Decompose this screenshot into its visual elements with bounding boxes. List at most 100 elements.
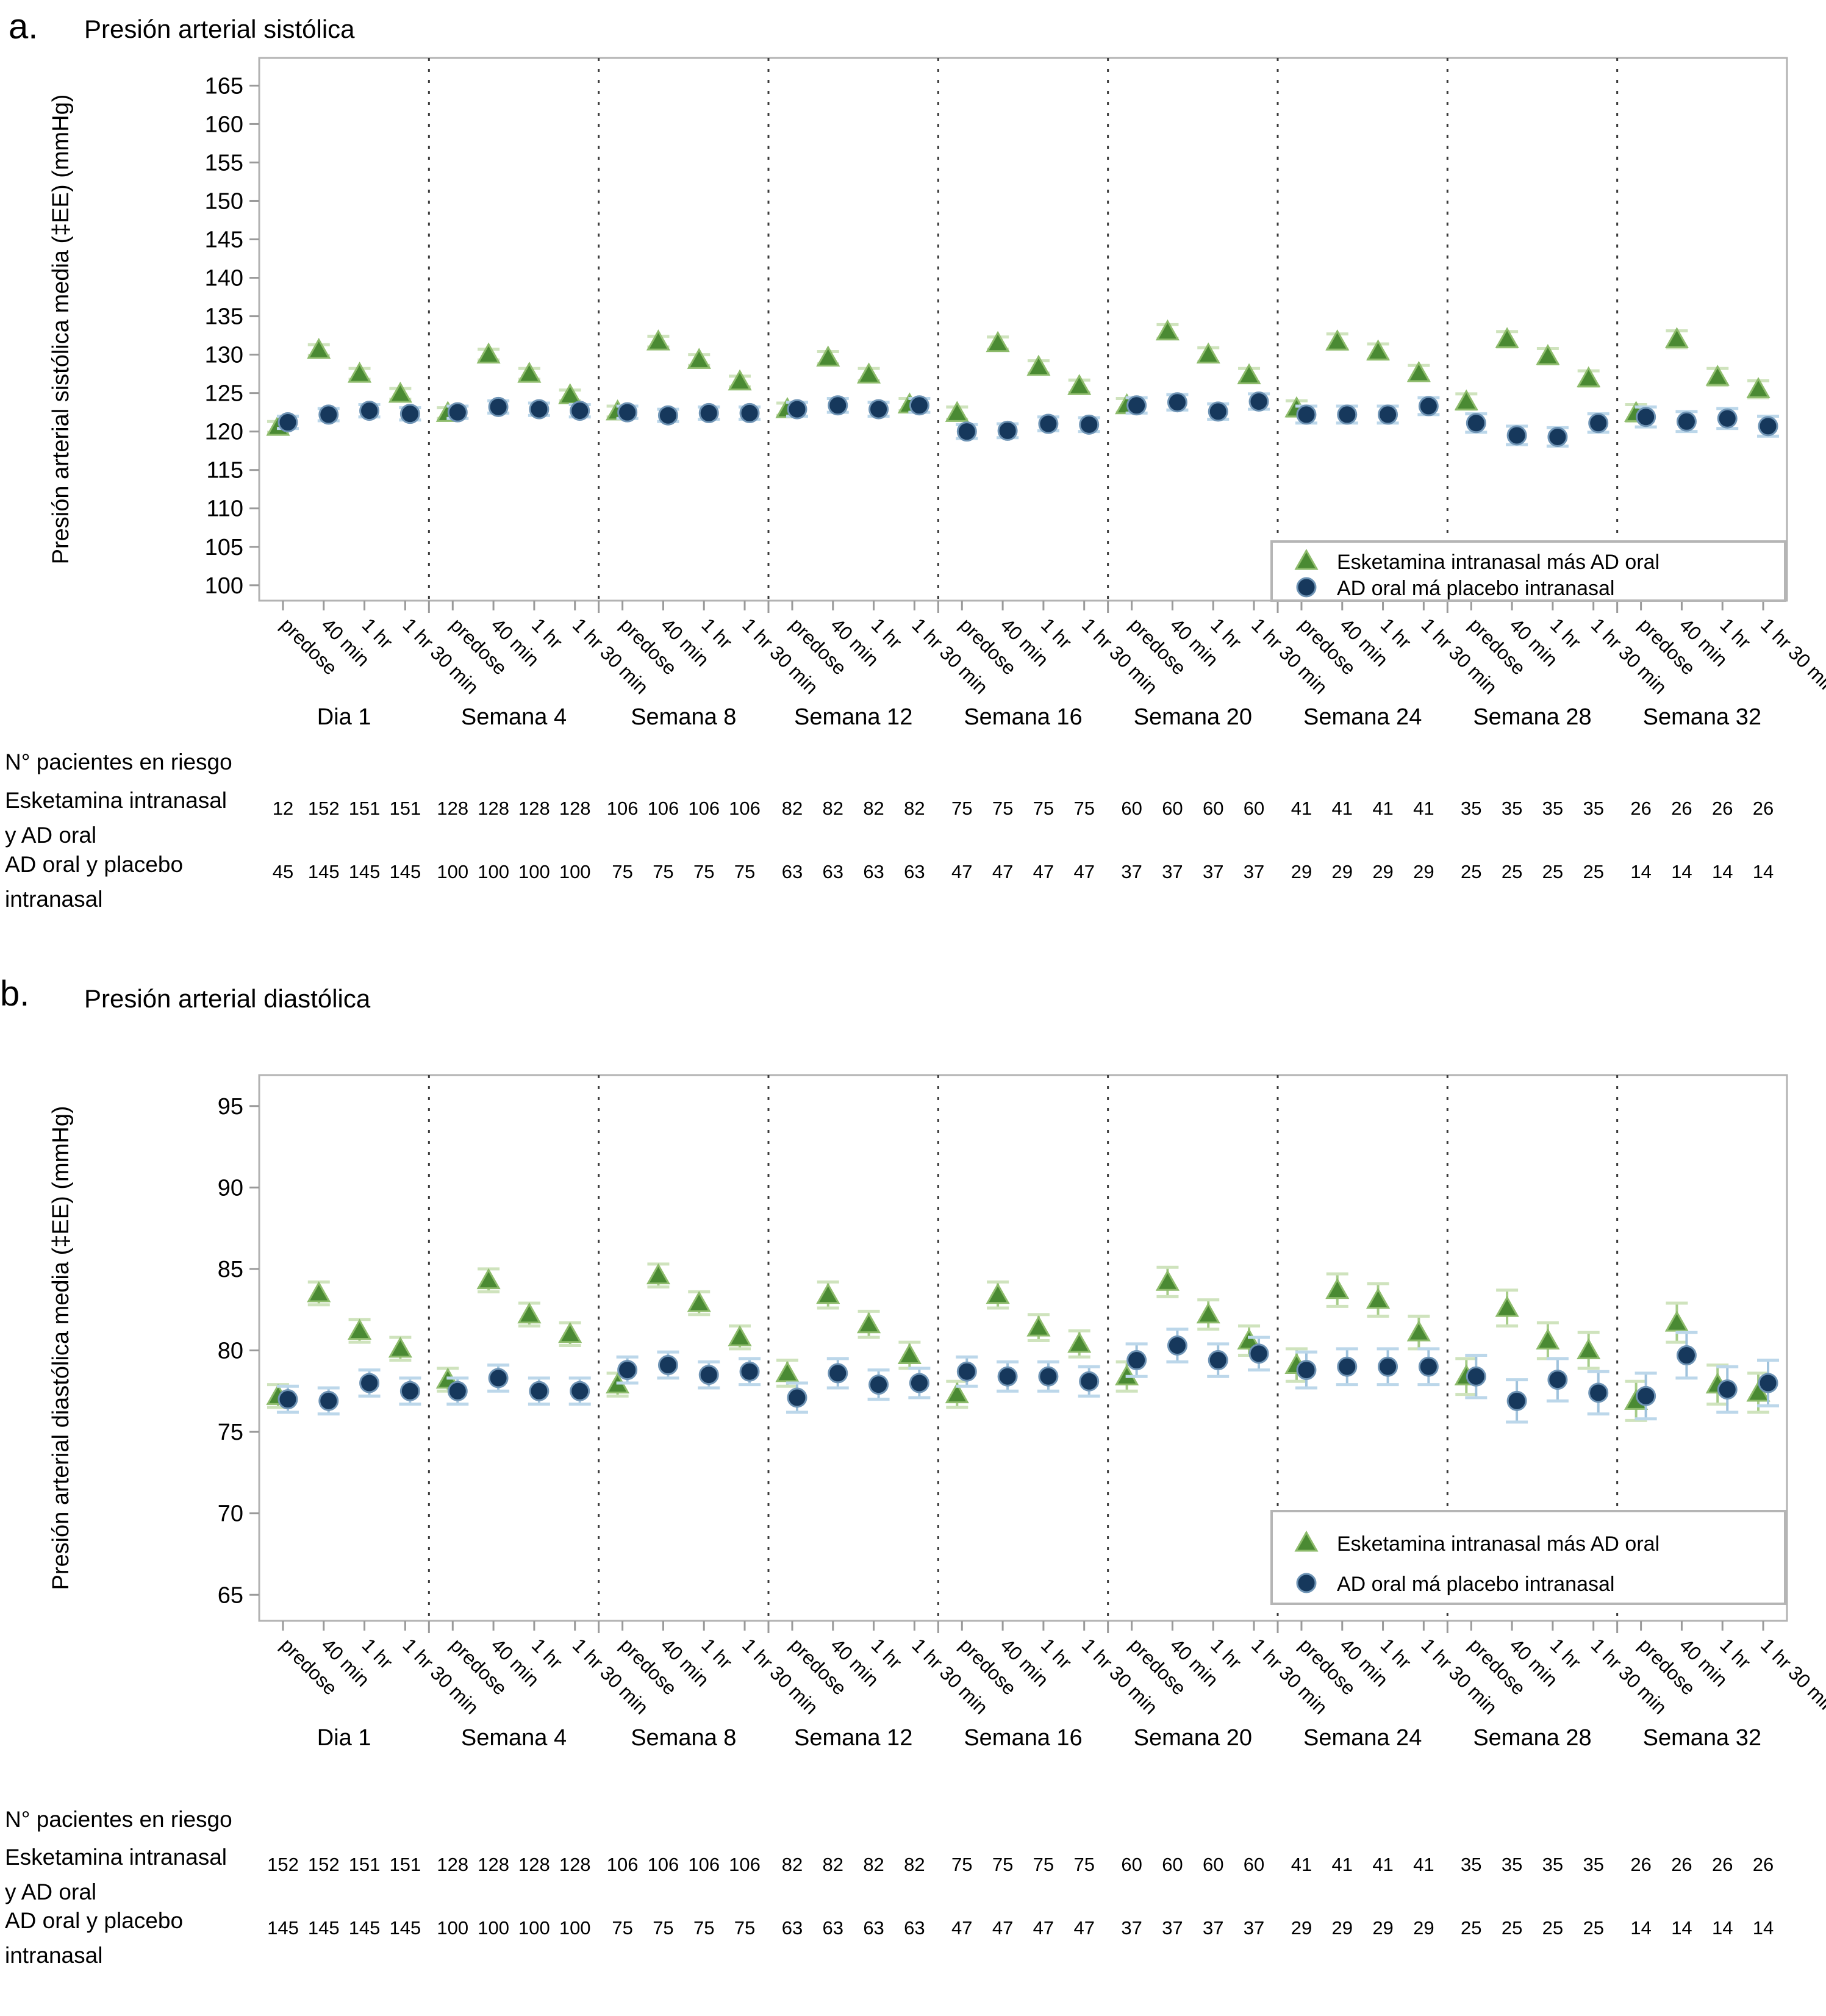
risk-value: 41	[1372, 1854, 1393, 1875]
risk-value: 26	[1630, 1854, 1651, 1875]
data-point-ad-oral-placebo	[1126, 1350, 1147, 1371]
risk-value: 60	[1121, 798, 1142, 819]
data-point-esketamina	[986, 1282, 1010, 1304]
risk-value: 145	[389, 1917, 421, 1939]
data-point-ad-oral-placebo	[1466, 413, 1486, 434]
y-tick-label: 70	[218, 1501, 243, 1527]
risk-value: 82	[823, 798, 843, 819]
data-point-ad-oral-placebo	[1506, 425, 1527, 446]
risk-value: 100	[478, 861, 509, 882]
data-point-esketamina	[1664, 1310, 1689, 1332]
y-tick-label: 100	[205, 573, 243, 599]
risk-value: 75	[951, 798, 972, 819]
y-tick-label: 65	[218, 1582, 243, 1608]
data-point-ad-oral-placebo	[570, 1381, 590, 1401]
week-label: Semana 16	[964, 1725, 1082, 1751]
data-point-esketamina	[1577, 1338, 1601, 1360]
risk-value: 41	[1413, 798, 1434, 819]
risk-value: 75	[653, 1917, 673, 1939]
data-point-esketamina	[728, 1325, 752, 1346]
data-point-ad-oral-placebo	[529, 399, 550, 420]
data-point-ad-oral-placebo	[698, 402, 719, 423]
legend-circle-icon	[1296, 1573, 1317, 1593]
data-point-ad-oral-placebo	[698, 1365, 719, 1385]
risk-row-label: AD oral y placebo	[5, 1908, 183, 1933]
data-point-esketamina	[1196, 342, 1220, 364]
data-point-ad-oral-placebo	[739, 402, 760, 423]
risk-row-label: y AD oral	[5, 823, 96, 848]
risk-value: 145	[389, 861, 421, 882]
risk-value: 75	[612, 861, 632, 882]
risk-table-heading: N° pacientes en riesgo	[5, 749, 232, 774]
risk-value: 25	[1461, 861, 1481, 882]
data-point-ad-oral-placebo	[1676, 1345, 1697, 1366]
y-tick-label: 115	[206, 458, 243, 484]
data-point-ad-oral-placebo	[277, 412, 298, 433]
risk-value: 41	[1332, 798, 1353, 819]
data-point-esketamina	[816, 345, 840, 367]
data-point-ad-oral-placebo	[1758, 416, 1778, 437]
week-label: Semana 12	[794, 1725, 912, 1751]
data-point-ad-oral-placebo	[997, 1366, 1018, 1387]
y-tick-label: 145	[205, 227, 243, 253]
risk-value: 100	[478, 1917, 509, 1939]
plot-border	[258, 1074, 1788, 1622]
risk-value: 75	[1073, 798, 1094, 819]
week-label: Semana 4	[461, 1725, 567, 1751]
risk-value: 75	[612, 1917, 632, 1939]
risk-value: 47	[951, 1917, 972, 1939]
risk-value: 35	[1542, 1854, 1563, 1875]
risk-value: 75	[693, 1917, 714, 1939]
risk-value: 75	[1033, 798, 1054, 819]
legend-entry-label: Esketamina intranasal más AD oral	[1337, 551, 1660, 574]
data-point-ad-oral-placebo	[570, 401, 590, 421]
risk-value: 60	[1162, 798, 1183, 819]
panel-b-title: Presión arterial diastólica	[84, 984, 371, 1013]
risk-value: 29	[1332, 1917, 1353, 1939]
week-label: Semana 4	[461, 704, 567, 730]
data-point-ad-oral-placebo	[1167, 392, 1187, 413]
data-point-ad-oral-placebo	[1337, 404, 1358, 425]
data-point-ad-oral-placebo	[739, 1361, 760, 1382]
data-point-esketamina	[646, 329, 671, 351]
risk-value: 128	[437, 798, 468, 819]
data-point-ad-oral-placebo	[617, 1360, 638, 1381]
y-axis-label: Presión arterial sistólica media (‡EE) (…	[48, 95, 74, 565]
risk-value: 37	[1203, 861, 1223, 882]
data-point-ad-oral-placebo	[1418, 1356, 1439, 1377]
data-point-ad-oral-placebo	[399, 1381, 420, 1401]
data-point-esketamina	[1067, 374, 1092, 395]
data-point-ad-oral-placebo	[868, 1374, 889, 1395]
y-tick-label: 75	[218, 1420, 243, 1445]
risk-value: 35	[1583, 1854, 1603, 1875]
week-label: Semana 28	[1473, 704, 1591, 730]
data-point-esketamina	[307, 1281, 331, 1303]
data-point-esketamina	[1366, 339, 1391, 361]
data-point-ad-oral-placebo	[1676, 411, 1697, 432]
data-point-ad-oral-placebo	[1337, 1356, 1358, 1377]
y-tick-label: 120	[205, 420, 243, 445]
data-point-esketamina	[728, 369, 752, 391]
data-point-ad-oral-placebo	[1506, 1390, 1527, 1411]
data-point-ad-oral-placebo	[1296, 404, 1317, 425]
data-point-esketamina	[945, 401, 969, 422]
legend-circle-icon	[1296, 577, 1317, 598]
data-point-esketamina	[1237, 1328, 1261, 1349]
data-point-ad-oral-placebo	[359, 401, 380, 421]
risk-value: 100	[559, 1917, 591, 1939]
data-point-ad-oral-placebo	[1466, 1366, 1486, 1387]
risk-value: 63	[904, 861, 925, 882]
data-point-ad-oral-placebo	[1547, 1370, 1568, 1390]
risk-value: 35	[1461, 1854, 1481, 1875]
risk-value: 63	[904, 1917, 925, 1939]
data-point-ad-oral-placebo	[1636, 407, 1656, 427]
data-point-ad-oral-placebo	[657, 1355, 678, 1376]
data-point-esketamina	[1366, 1287, 1391, 1309]
risk-value: 75	[992, 1854, 1013, 1875]
legend-entry-label: AD oral má placebo intranasal	[1337, 577, 1614, 600]
data-point-esketamina	[1325, 1278, 1350, 1299]
y-tick-label: 130	[205, 343, 243, 368]
risk-value: 152	[267, 1854, 299, 1875]
data-point-ad-oral-placebo	[828, 395, 848, 416]
y-tick-label: 80	[218, 1339, 243, 1364]
